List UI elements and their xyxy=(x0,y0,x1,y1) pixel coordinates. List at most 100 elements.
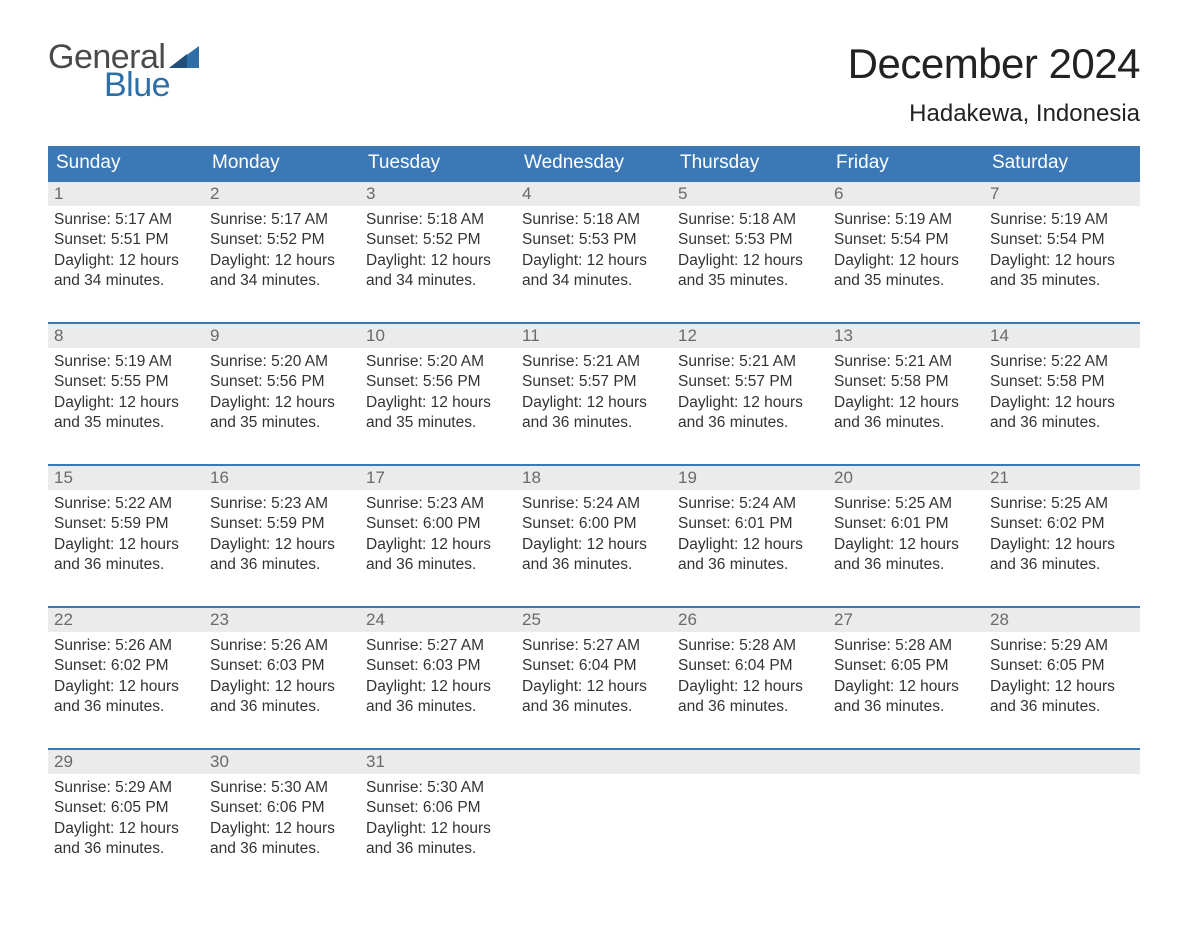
calendar-day xyxy=(828,750,984,868)
sunrise-text: Sunrise: 5:29 AM xyxy=(990,636,1134,656)
daylight-line1: Daylight: 12 hours xyxy=(522,677,666,697)
day-number: 17 xyxy=(366,468,385,487)
daylight-line2: and 36 minutes. xyxy=(210,555,354,575)
week-spacer xyxy=(48,584,1140,606)
day-number-row: 16 xyxy=(204,466,360,490)
daylight-line1: Daylight: 12 hours xyxy=(54,677,198,697)
day-number-row: 2 xyxy=(204,182,360,206)
day-number: 24 xyxy=(366,610,385,629)
day-number: 26 xyxy=(678,610,697,629)
weekday-header-row: SundayMondayTuesdayWednesdayThursdayFrid… xyxy=(48,146,1140,182)
week-spacer xyxy=(48,726,1140,748)
day-body: Sunrise: 5:21 AMSunset: 5:57 PMDaylight:… xyxy=(516,348,672,440)
daylight-line1: Daylight: 12 hours xyxy=(834,251,978,271)
daylight-line1: Daylight: 12 hours xyxy=(210,677,354,697)
daylight-line1: Daylight: 12 hours xyxy=(990,251,1134,271)
day-number-row: 21 xyxy=(984,466,1140,490)
day-body: Sunrise: 5:19 AMSunset: 5:54 PMDaylight:… xyxy=(984,206,1140,298)
day-number: 5 xyxy=(678,184,687,203)
sunrise-text: Sunrise: 5:28 AM xyxy=(678,636,822,656)
day-body: Sunrise: 5:23 AMSunset: 6:00 PMDaylight:… xyxy=(360,490,516,582)
sunset-text: Sunset: 5:54 PM xyxy=(990,230,1134,250)
day-body: Sunrise: 5:21 AMSunset: 5:57 PMDaylight:… xyxy=(672,348,828,440)
calendar-day: 11Sunrise: 5:21 AMSunset: 5:57 PMDayligh… xyxy=(516,324,672,442)
sunset-text: Sunset: 6:03 PM xyxy=(366,656,510,676)
calendar-day: 9Sunrise: 5:20 AMSunset: 5:56 PMDaylight… xyxy=(204,324,360,442)
daylight-line2: and 36 minutes. xyxy=(678,555,822,575)
day-number-row: 1 xyxy=(48,182,204,206)
day-body: Sunrise: 5:24 AMSunset: 6:00 PMDaylight:… xyxy=(516,490,672,582)
sunset-text: Sunset: 6:06 PM xyxy=(366,798,510,818)
daylight-line2: and 36 minutes. xyxy=(522,555,666,575)
sunrise-text: Sunrise: 5:19 AM xyxy=(54,352,198,372)
day-number-row: 31 xyxy=(360,750,516,774)
calendar-week: 29Sunrise: 5:29 AMSunset: 6:05 PMDayligh… xyxy=(48,748,1140,868)
day-body: Sunrise: 5:22 AMSunset: 5:59 PMDaylight:… xyxy=(48,490,204,582)
weekday-header: Thursday xyxy=(672,146,828,182)
calendar-day xyxy=(672,750,828,868)
day-number-row: 17 xyxy=(360,466,516,490)
day-number-row: 14 xyxy=(984,324,1140,348)
daylight-line2: and 36 minutes. xyxy=(834,697,978,717)
sunset-text: Sunset: 5:59 PM xyxy=(54,514,198,534)
daylight-line1: Daylight: 12 hours xyxy=(366,677,510,697)
calendar-day: 1Sunrise: 5:17 AMSunset: 5:51 PMDaylight… xyxy=(48,182,204,300)
sunrise-text: Sunrise: 5:18 AM xyxy=(366,210,510,230)
calendar-day: 15Sunrise: 5:22 AMSunset: 5:59 PMDayligh… xyxy=(48,466,204,584)
calendar-week: 8Sunrise: 5:19 AMSunset: 5:55 PMDaylight… xyxy=(48,322,1140,442)
calendar-day: 26 Sunrise: 5:28 AMSunset: 6:04 PMDayligh… xyxy=(672,608,828,726)
sunrise-text: Sunrise: 5:24 AM xyxy=(678,494,822,514)
day-number: 21 xyxy=(990,468,1009,487)
day-body: Sunrise: 5:20 AMSunset: 5:56 PMDaylight:… xyxy=(360,348,516,440)
day-number: 23 xyxy=(210,610,229,629)
day-number-row: 24 xyxy=(360,608,516,632)
sunset-text: Sunset: 5:56 PM xyxy=(210,372,354,392)
day-number-row: 26 xyxy=(672,608,828,632)
day-body: Sunrise: 5:28 AMSunset: 6:05 PMDaylight:… xyxy=(828,632,984,724)
day-number: 8 xyxy=(54,326,63,345)
calendar-day: 24Sunrise: 5:27 AMSunset: 6:03 PMDayligh… xyxy=(360,608,516,726)
day-number-row: 12 xyxy=(672,324,828,348)
day-body: Sunrise: 5:23 AMSunset: 5:59 PMDaylight:… xyxy=(204,490,360,582)
calendar-day: 31Sunrise: 5:30 AMSunset: 6:06 PMDayligh… xyxy=(360,750,516,868)
daylight-line1: Daylight: 12 hours xyxy=(366,251,510,271)
daylight-line1: Daylight: 12 hours xyxy=(210,251,354,271)
daylight-line2: and 34 minutes. xyxy=(54,271,198,291)
day-body xyxy=(828,774,984,854)
sunrise-text: Sunrise: 5:18 AM xyxy=(522,210,666,230)
daylight-line2: and 36 minutes. xyxy=(522,413,666,433)
daylight-line1: Daylight: 12 hours xyxy=(54,393,198,413)
day-number-row: 19 xyxy=(672,466,828,490)
sunset-text: Sunset: 5:58 PM xyxy=(834,372,978,392)
daylight-line2: and 35 minutes. xyxy=(834,271,978,291)
daylight-line2: and 35 minutes. xyxy=(54,413,198,433)
calendar-week: 1Sunrise: 5:17 AMSunset: 5:51 PMDaylight… xyxy=(48,182,1140,300)
day-number: 20 xyxy=(834,468,853,487)
day-number: 28 xyxy=(990,610,1009,629)
day-body: Sunrise: 5:28 AMSunset: 6:04 PMDaylight:… xyxy=(672,632,828,724)
daylight-line2: and 34 minutes. xyxy=(210,271,354,291)
daylight-line1: Daylight: 12 hours xyxy=(54,535,198,555)
day-number-row: 20 xyxy=(828,466,984,490)
day-body: Sunrise: 5:18 AMSunset: 5:53 PMDaylight:… xyxy=(672,206,828,298)
daylight-line2: and 36 minutes. xyxy=(210,839,354,859)
day-number xyxy=(678,752,683,771)
daylight-line1: Daylight: 12 hours xyxy=(366,393,510,413)
sunrise-text: Sunrise: 5:23 AM xyxy=(366,494,510,514)
daylight-line2: and 36 minutes. xyxy=(210,697,354,717)
sunrise-text: Sunrise: 5:21 AM xyxy=(522,352,666,372)
sunset-text: Sunset: 6:02 PM xyxy=(54,656,198,676)
day-number-row: 25 xyxy=(516,608,672,632)
sunset-text: Sunset: 5:51 PM xyxy=(54,230,198,250)
calendar-day: 5 Sunrise: 5:18 AMSunset: 5:53 PMDaylight… xyxy=(672,182,828,300)
day-body xyxy=(984,774,1140,854)
sunset-text: Sunset: 6:01 PM xyxy=(834,514,978,534)
calendar-day: 19Sunrise: 5:24 AMSunset: 6:01 PMDayligh… xyxy=(672,466,828,584)
calendar-day xyxy=(516,750,672,868)
day-number-row: 18 xyxy=(516,466,672,490)
calendar-day: 27Sunrise: 5:28 AMSunset: 6:05 PMDayligh… xyxy=(828,608,984,726)
daylight-line1: Daylight: 12 hours xyxy=(834,393,978,413)
day-number: 2 xyxy=(210,184,219,203)
day-body: Sunrise: 5:25 AMSunset: 6:01 PMDaylight:… xyxy=(828,490,984,582)
sunset-text: Sunset: 5:53 PM xyxy=(522,230,666,250)
